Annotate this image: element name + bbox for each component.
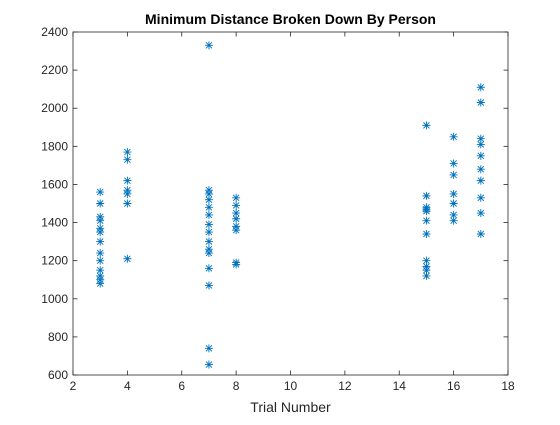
data-point xyxy=(449,216,458,225)
data-point xyxy=(449,170,458,179)
data-point xyxy=(204,41,213,50)
x-tick-label: 14 xyxy=(393,379,407,393)
data-point xyxy=(204,281,213,290)
data-point xyxy=(232,260,241,269)
data-point xyxy=(476,83,485,92)
y-tick-label: 2200 xyxy=(41,63,68,77)
x-tick-label: 16 xyxy=(447,379,461,393)
y-tick-label: 1400 xyxy=(41,216,68,230)
data-point xyxy=(123,155,132,164)
x-tick-label: 12 xyxy=(338,379,352,393)
data-point xyxy=(476,229,485,238)
y-tick-label: 1600 xyxy=(41,177,68,191)
data-point xyxy=(204,249,213,258)
data-point xyxy=(422,256,431,265)
y-tick-label: 1800 xyxy=(41,139,68,153)
data-point xyxy=(96,188,105,197)
data-point xyxy=(96,199,105,208)
data-point xyxy=(123,176,132,185)
data-point xyxy=(422,207,431,216)
data-point xyxy=(204,360,213,369)
data-point xyxy=(449,159,458,168)
data-point xyxy=(96,266,105,275)
data-point xyxy=(96,256,105,265)
data-point xyxy=(422,216,431,225)
y-tick-label: 800 xyxy=(48,330,68,344)
data-point xyxy=(449,199,458,208)
data-point xyxy=(96,249,105,258)
data-point xyxy=(204,189,213,198)
x-tick-label: 2 xyxy=(70,379,77,393)
data-point xyxy=(449,189,458,198)
ticks-layer: 2 4 6 8 10 12 14 16 18 600 800 1000 1200 1400 1600 1800… xyxy=(41,25,515,393)
data-point xyxy=(204,228,213,237)
x-tick-label: 8 xyxy=(233,379,240,393)
y-tick-label: 2000 xyxy=(41,101,68,115)
data-point xyxy=(96,279,105,288)
data-point xyxy=(204,210,213,219)
data-point xyxy=(96,216,105,225)
data-point xyxy=(476,98,485,107)
data-point xyxy=(204,344,213,353)
x-tick-label: 10 xyxy=(284,379,298,393)
data-point xyxy=(476,193,485,202)
data-point xyxy=(476,165,485,174)
data-point xyxy=(204,220,213,229)
data-point xyxy=(422,229,431,238)
data-point xyxy=(449,210,458,219)
data-point xyxy=(422,271,431,280)
data-point xyxy=(204,195,213,204)
data-point xyxy=(204,203,213,212)
data-point xyxy=(232,226,241,235)
x-axis-label: Trial Number xyxy=(250,399,331,415)
data-point xyxy=(123,189,132,198)
data-point xyxy=(232,201,241,210)
data-point xyxy=(422,121,431,130)
y-tick-label: 600 xyxy=(48,368,68,382)
data-point xyxy=(476,140,485,149)
chart-title: Minimum Distance Broken Down By Person xyxy=(145,11,436,27)
axes-background xyxy=(73,32,508,375)
x-tick-label: 4 xyxy=(124,379,131,393)
data-point xyxy=(449,132,458,141)
data-point xyxy=(422,266,431,275)
data-point xyxy=(476,209,485,218)
data-point xyxy=(96,237,105,246)
data-point xyxy=(232,193,241,202)
data-point xyxy=(476,176,485,185)
y-tick-label: 2400 xyxy=(41,25,68,39)
data-point xyxy=(232,214,241,223)
data-point xyxy=(476,134,485,143)
axes-box xyxy=(72,31,509,376)
data-point xyxy=(96,228,105,237)
y-tick-label: 1000 xyxy=(41,292,68,306)
x-tick-label: 18 xyxy=(501,379,515,393)
points-layer xyxy=(96,41,485,369)
data-point xyxy=(232,209,241,218)
data-point xyxy=(204,264,213,273)
data-point xyxy=(123,148,132,157)
data-point xyxy=(476,151,485,160)
data-point xyxy=(204,237,213,246)
data-point xyxy=(123,199,132,208)
data-point xyxy=(422,191,431,200)
y-tick-label: 1200 xyxy=(41,254,68,268)
data-point xyxy=(123,254,132,263)
x-tick-label: 6 xyxy=(178,379,185,393)
